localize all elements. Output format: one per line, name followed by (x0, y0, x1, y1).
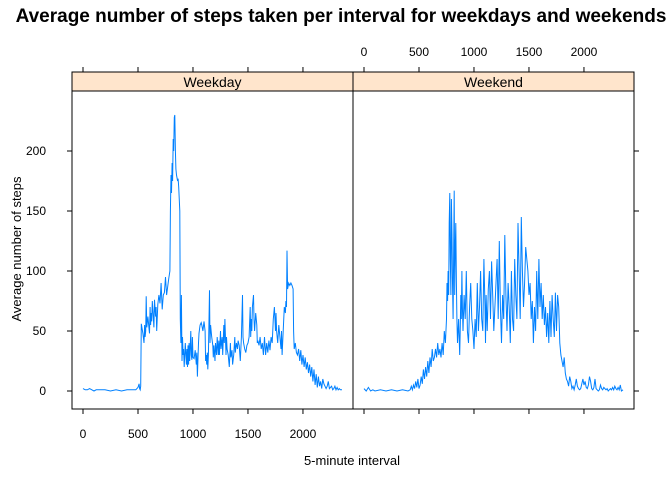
series-line-weekday (82, 114, 342, 392)
x-tick-label-top: 500 (409, 45, 429, 59)
x-tick-label-top: 1000 (461, 45, 488, 59)
x-tick-label: 500 (128, 427, 148, 441)
x-tick-label: 1000 (180, 427, 207, 441)
y-tick-label: 150 (26, 204, 46, 218)
series-line-weekend (363, 190, 624, 392)
strip-label-weekday: Weekday (183, 74, 241, 90)
x-tick-label: 1500 (235, 427, 262, 441)
x-tick-label-top: 0 (361, 45, 368, 59)
panel-frame-weekend (352, 90, 635, 410)
y-tick-label: 0 (39, 384, 46, 398)
x-tick-label-top: 1500 (516, 45, 543, 59)
x-axis-label: 5-minute interval (304, 453, 400, 468)
x-tick-label: 0 (80, 427, 87, 441)
strip-label-weekend: Weekend (464, 74, 523, 90)
y-axis-label: Average number of steps (9, 176, 24, 322)
y-tick-label: 50 (33, 324, 47, 338)
y-tick-label: 100 (26, 264, 46, 278)
x-tick-label: 2000 (290, 427, 317, 441)
y-tick-label: 200 (26, 144, 46, 158)
panel-frame-weekday (71, 90, 354, 410)
chart-title: Average number of steps taken per interv… (16, 6, 667, 27)
x-tick-label-top: 2000 (571, 45, 598, 59)
